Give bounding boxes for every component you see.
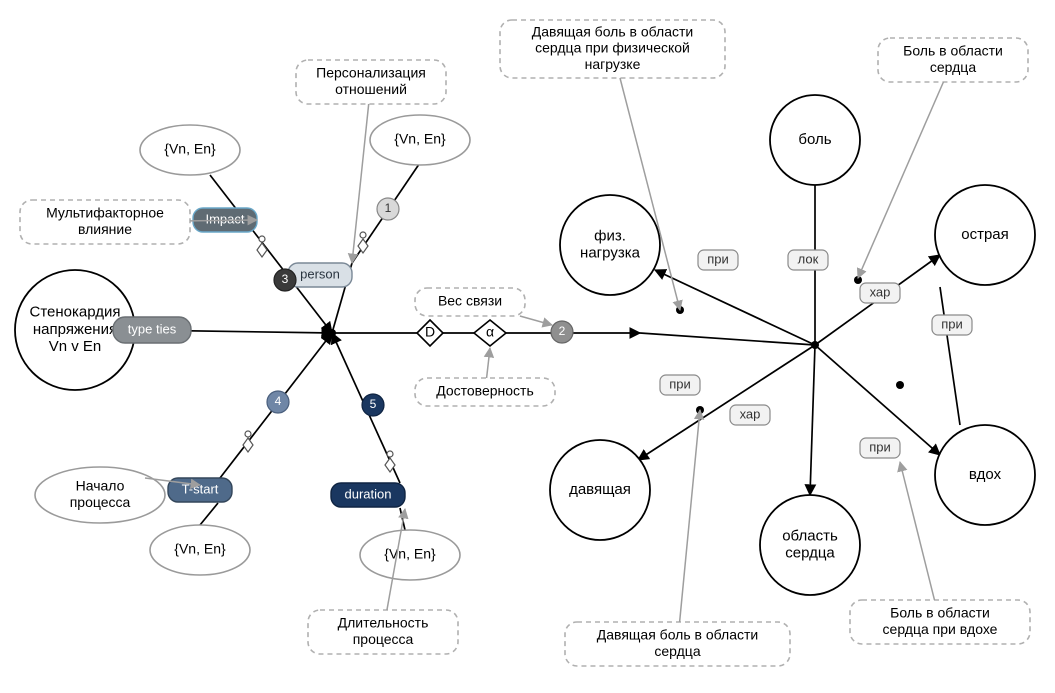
svg-text:5: 5 (370, 397, 377, 411)
callout-arrow (520, 316, 552, 325)
edge (210, 175, 332, 333)
svg-text:Стенокардия: Стенокардия (30, 304, 121, 321)
svg-text:2: 2 (559, 324, 566, 338)
svg-text:Персонализация: Персонализация (316, 65, 426, 81)
svg-text:Боль в области: Боль в области (890, 605, 990, 621)
callout-arrow (680, 410, 700, 622)
svg-text:отношений: отношений (335, 81, 407, 97)
svg-text:duration: duration (345, 486, 392, 501)
connector-circle-icon (245, 431, 251, 437)
svg-text:Достоверность: Достоверность (436, 383, 534, 399)
svg-text:при: при (669, 376, 691, 391)
svg-text:хар: хар (870, 284, 891, 299)
svg-text:напряжения: напряжения (33, 321, 117, 338)
svg-text:давящая: давящая (569, 481, 631, 498)
svg-text:при: при (707, 251, 729, 266)
junction-dot (328, 329, 336, 337)
svg-text:сердца при физической: сердца при физической (535, 40, 690, 56)
svg-text:D: D (425, 324, 435, 340)
svg-text:{Vn, En}: {Vn, En} (384, 546, 436, 562)
svg-text:сердца: сердца (654, 643, 700, 659)
callout-arrow (190, 220, 257, 221)
svg-text:процесса: процесса (70, 494, 131, 510)
svg-text:{Vn, En}: {Vn, En} (174, 541, 226, 557)
callout-arrow (352, 104, 369, 263)
junction-dot (811, 341, 819, 349)
svg-text:при: при (941, 316, 963, 331)
svg-text:сердца: сердца (930, 59, 976, 75)
svg-text:Impact: Impact (205, 211, 244, 226)
edge (810, 345, 815, 495)
svg-text:Начало: Начало (76, 478, 125, 494)
svg-text:хар: хар (740, 406, 761, 421)
connector-diamond-icon (257, 243, 267, 257)
callout-arrow (487, 348, 490, 378)
svg-text:боль: боль (798, 131, 831, 148)
svg-text:Боль в области: Боль в области (903, 43, 1003, 59)
svg-text:сердца: сердца (785, 545, 835, 562)
junction-dot (896, 381, 904, 389)
svg-text:Вес связи: Вес связи (438, 293, 502, 309)
svg-text:Мультифакторное: Мультифакторное (46, 205, 164, 221)
svg-text:3: 3 (282, 272, 289, 286)
connector-diamond-icon (243, 438, 253, 452)
svg-text:область: область (782, 527, 838, 544)
svg-text:Длительность: Длительность (338, 615, 429, 631)
edge (640, 333, 815, 345)
svg-text:Давящая боль в области: Давящая боль в области (532, 24, 693, 40)
svg-text:сердца при вдохе: сердца при вдохе (883, 621, 998, 637)
edge (200, 503, 218, 525)
svg-text:1: 1 (385, 201, 392, 215)
svg-text:Vn v En: Vn v En (49, 338, 102, 355)
svg-text:4: 4 (275, 394, 282, 408)
svg-text:нагрузке: нагрузке (585, 56, 641, 72)
svg-text:{Vn, En}: {Vn, En} (164, 141, 216, 157)
callout-arrow (900, 462, 935, 600)
svg-text:острая: острая (961, 226, 1009, 243)
edge (940, 287, 960, 425)
connector-circle-icon (259, 236, 265, 242)
svg-text:type ties: type ties (128, 321, 177, 336)
svg-text:{Vn, En}: {Vn, En} (394, 131, 446, 147)
svg-text:лок: лок (798, 251, 819, 266)
edge (638, 345, 815, 460)
svg-text:Давящая боль в области: Давящая боль в области (597, 627, 758, 643)
connector-circle-icon (387, 451, 393, 457)
svg-text:при: при (869, 439, 891, 454)
svg-text:процесса: процесса (353, 631, 414, 647)
svg-text:физ.: физ. (594, 227, 626, 244)
callout-arrow (858, 82, 943, 278)
svg-text:вдох: вдох (969, 466, 1002, 483)
svg-text:влияние: влияние (78, 221, 132, 237)
svg-text:person: person (300, 266, 340, 281)
svg-text:нагрузка: нагрузка (580, 245, 641, 262)
svg-text:α: α (486, 324, 494, 340)
connector-circle-icon (360, 232, 366, 238)
